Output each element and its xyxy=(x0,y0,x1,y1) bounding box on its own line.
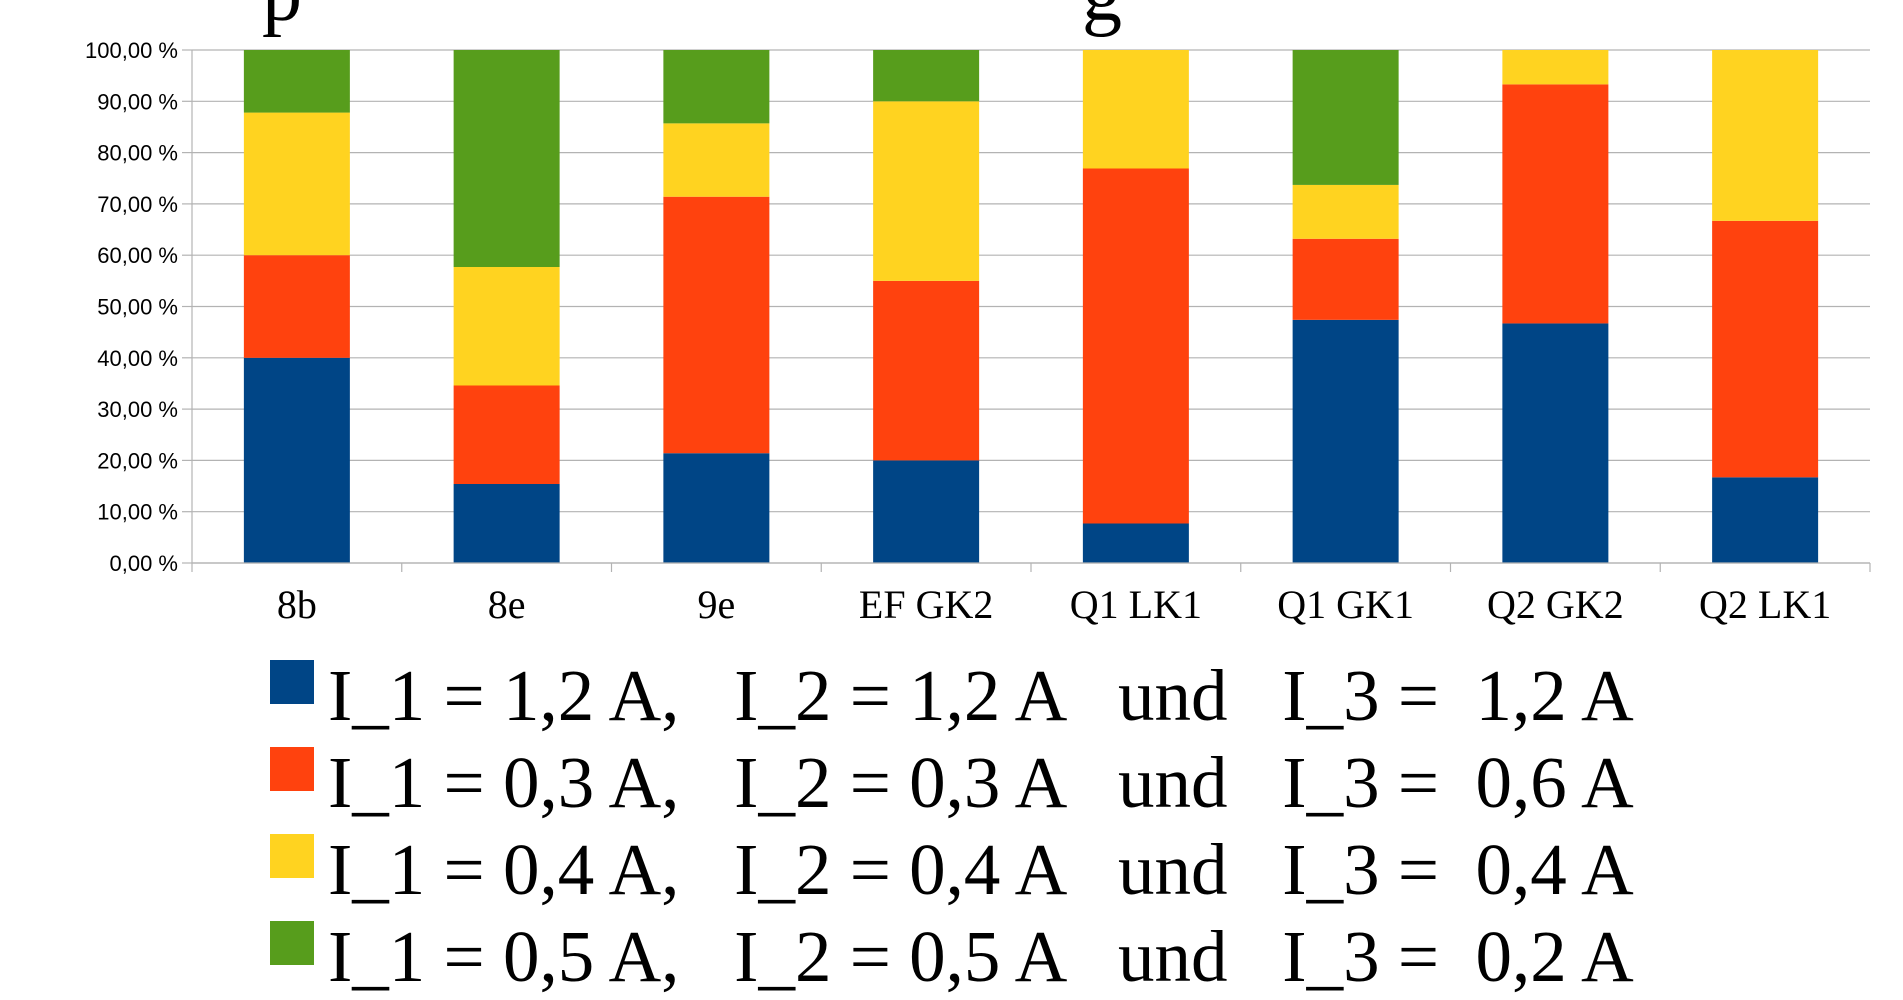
bar-segment xyxy=(243,255,350,358)
y-tick-label: 70,00 % xyxy=(97,192,178,217)
y-tick-label: 90,00 % xyxy=(97,89,178,114)
y-tick-label: 30,00 % xyxy=(97,397,178,422)
bar-segment xyxy=(1292,50,1399,185)
y-tick-label: 60,00 % xyxy=(97,243,178,268)
bar-segment xyxy=(1712,477,1819,563)
bar-segment xyxy=(1292,319,1399,563)
legend-swatch xyxy=(270,660,314,704)
bar-segment xyxy=(453,50,560,267)
bar-segment xyxy=(873,50,980,102)
bar-segment xyxy=(1712,220,1819,478)
bar-segment xyxy=(663,196,770,454)
x-tick-label: Q1 LK1 xyxy=(1070,582,1202,627)
y-tick-label: 80,00 % xyxy=(97,141,178,166)
bar-segment xyxy=(453,385,560,484)
y-tick-label: 20,00 % xyxy=(97,448,178,473)
bar-segment xyxy=(1082,523,1189,563)
y-tick-label: 10,00 % xyxy=(97,500,178,525)
bar-segment xyxy=(1502,84,1609,324)
legend: I_1 = 1,2 A, I_2 = 1,2 A und I_3 = 1,2 A… xyxy=(270,655,1634,997)
x-tick-label: Q2 LK1 xyxy=(1699,582,1831,627)
bars xyxy=(243,50,1819,563)
bar-segment xyxy=(873,101,980,281)
x-tick-label: EF GK2 xyxy=(859,582,993,627)
axes xyxy=(191,50,1871,572)
bar-segment xyxy=(663,50,770,124)
x-axis-tick-labels: 8b 8e 9e EF GK2 Q1 LK1 Q1 GK1 Q2 GK2 Q2 LK1 xyxy=(277,582,1831,627)
x-tick-label: 8e xyxy=(488,582,526,627)
chart-title-fragment: p g xyxy=(262,0,1502,38)
y-tick-label: 0,00 % xyxy=(110,551,179,576)
y-tick-label: 50,00 % xyxy=(97,295,178,320)
bar-segment xyxy=(873,280,980,461)
y-tick-label: 40,00 % xyxy=(97,346,178,371)
legend-swatch xyxy=(270,834,314,878)
x-tick-label: 9e xyxy=(697,582,735,627)
bar-segment xyxy=(1712,50,1819,221)
y-tick-label: 100,00 % xyxy=(85,38,178,63)
legend-label: I_1 = 1,2 A, I_2 = 1,2 A und I_3 = 1,2 A xyxy=(328,655,1634,736)
bar-segment xyxy=(663,123,770,197)
bar-segment xyxy=(1292,184,1399,239)
bar-segment xyxy=(243,357,350,563)
bar-segment xyxy=(1082,50,1189,169)
legend-swatch xyxy=(270,747,314,791)
legend-label: I_1 = 0,4 A, I_2 = 0,4 A und I_3 = 0,4 A xyxy=(328,829,1634,910)
grid-lines xyxy=(182,49,1870,564)
bar-segment xyxy=(243,50,350,113)
bar-segment xyxy=(453,483,560,563)
bar-segment xyxy=(873,460,980,563)
bar-segment xyxy=(663,453,770,563)
x-tick-label: Q2 GK2 xyxy=(1487,582,1624,627)
legend-swatch xyxy=(270,921,314,965)
bar-segment xyxy=(1082,168,1189,524)
bar-segment xyxy=(1502,50,1609,85)
legend-label: I_1 = 0,3 A, I_2 = 0,3 A und I_3 = 0,6 A xyxy=(328,742,1634,823)
bar-segment xyxy=(1292,238,1399,320)
bar-segment xyxy=(243,112,350,256)
bar-segment xyxy=(1502,323,1609,563)
bar-segment xyxy=(453,266,560,386)
x-tick-label: 8b xyxy=(277,582,317,627)
x-tick-label: Q1 GK1 xyxy=(1277,582,1414,627)
legend-label: I_1 = 0,5 A, I_2 = 0,5 A und I_3 = 0,2 A xyxy=(328,916,1634,997)
y-axis-tick-labels: 0,00 % 10,00 % 20,00 % 30,00 % 40,00 % 50,00 … xyxy=(85,38,178,576)
